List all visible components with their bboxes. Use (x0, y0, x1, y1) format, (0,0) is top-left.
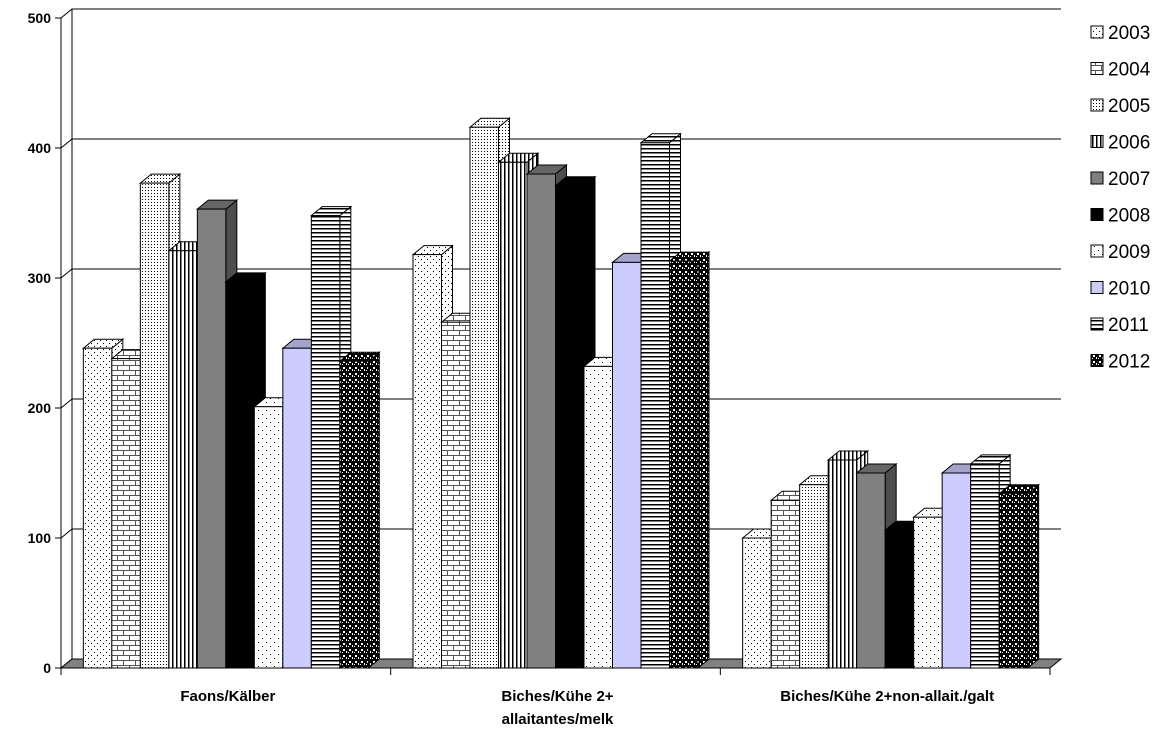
legend-label: 2006 (1108, 133, 1150, 154)
bar-side (367, 351, 380, 670)
bar-front (583, 365, 613, 669)
bar-front (498, 161, 528, 669)
gridline (60, 528, 1061, 539)
legend-entry-2004: 2004 (1090, 60, 1151, 81)
bar-front (412, 254, 442, 669)
bar-2012-3 (997, 483, 1041, 670)
legend-label: 2007 (1108, 169, 1150, 190)
bar-front (441, 321, 471, 669)
bars (81, 117, 1041, 670)
bar-front (770, 499, 801, 669)
back-wall-edge (60, 9, 73, 669)
legend-swatch (1090, 317, 1104, 331)
bar-front (640, 142, 670, 669)
x-axis: Faons/Kälber Biches/Kühe 2+ allaitantes/me… (60, 667, 1051, 728)
gridline (60, 138, 1061, 149)
y-axis: 0 100 200 300 400 500 (28, 10, 62, 676)
legend-swatch (1090, 98, 1104, 112)
bar-front (526, 173, 556, 669)
legend-label: 2009 (1108, 242, 1150, 263)
bar-front (196, 208, 227, 669)
bar-front (742, 537, 772, 669)
gridlines (60, 8, 1061, 539)
bar-front (827, 459, 858, 669)
bar-2012-2 (668, 251, 711, 670)
bar-front (555, 185, 585, 669)
bar-front (884, 529, 915, 669)
bar-front (913, 516, 943, 669)
legend-swatch (1090, 354, 1104, 367)
legend-entry-2010: 2010 (1090, 279, 1150, 300)
y-tick-label: 200 (28, 400, 52, 416)
category-label: Biches/Kühe 2+ (501, 688, 613, 705)
legend-entry-2003: 2003 (1090, 23, 1150, 44)
category-label: Biches/Kühe 2+non-allait./galt (780, 688, 994, 705)
bar-front (941, 472, 972, 669)
y-tick-label: 0 (43, 660, 51, 676)
y-tick-label: 400 (28, 140, 52, 156)
legend-entry-2011: 2011 (1090, 315, 1149, 336)
bar-front (139, 182, 170, 669)
y-tick-label: 300 (28, 270, 52, 286)
legend-swatch (1090, 281, 1104, 294)
legend-label: 2011 (1108, 315, 1149, 336)
bar-2012-1 (338, 351, 381, 670)
legend-label: 2003 (1108, 23, 1150, 44)
legend-entry-2012: 2012 (1090, 352, 1150, 373)
bar-front (310, 215, 341, 669)
bar-front (253, 406, 284, 669)
legend-label: 2004 (1108, 60, 1151, 81)
legend-swatch (1090, 62, 1104, 75)
legend-label: 2005 (1108, 96, 1150, 117)
gridline (60, 268, 1061, 279)
bar-front (111, 358, 141, 669)
bar-side (697, 251, 710, 670)
legend-swatch (1090, 208, 1104, 221)
legend-swatch (1090, 171, 1104, 185)
bar-front (799, 484, 829, 669)
bar-front (82, 347, 113, 669)
legend-swatch (1090, 135, 1104, 148)
bar-front (612, 261, 642, 669)
legend-entry-2009: 2009 (1090, 242, 1150, 263)
legend-entry-2008: 2008 (1090, 206, 1150, 227)
bar-front (469, 126, 499, 669)
category-label: allaitantes/melk (502, 711, 614, 728)
bar-front (225, 281, 255, 669)
gridline (60, 398, 1061, 409)
legend-entry-2005: 2005 (1090, 96, 1150, 117)
legend-label: 2008 (1108, 206, 1150, 227)
bar-front (669, 260, 699, 669)
legend-swatch (1090, 244, 1104, 258)
bar-front (856, 472, 886, 669)
bar-side (1027, 483, 1040, 670)
bar-front (282, 347, 312, 669)
legend-label: 2012 (1108, 352, 1150, 373)
legend-entry-2006: 2006 (1090, 133, 1150, 154)
bar-front (998, 493, 1029, 669)
bar-front (168, 250, 198, 669)
legend-label: 2010 (1108, 279, 1150, 300)
y-tick-label: 100 (28, 530, 52, 546)
bar-front (970, 463, 1000, 669)
gridline (60, 8, 1061, 19)
bar-front (339, 360, 369, 669)
legend-swatch (1090, 25, 1104, 39)
y-tick-label: 500 (28, 10, 52, 26)
legend-entry-2007: 2007 (1090, 169, 1150, 190)
category-label: Faons/Kälber (180, 688, 275, 705)
legend: 2003 2004 2005 2006 2007 2008 2009 2010 2011 2012 (1090, 23, 1151, 373)
